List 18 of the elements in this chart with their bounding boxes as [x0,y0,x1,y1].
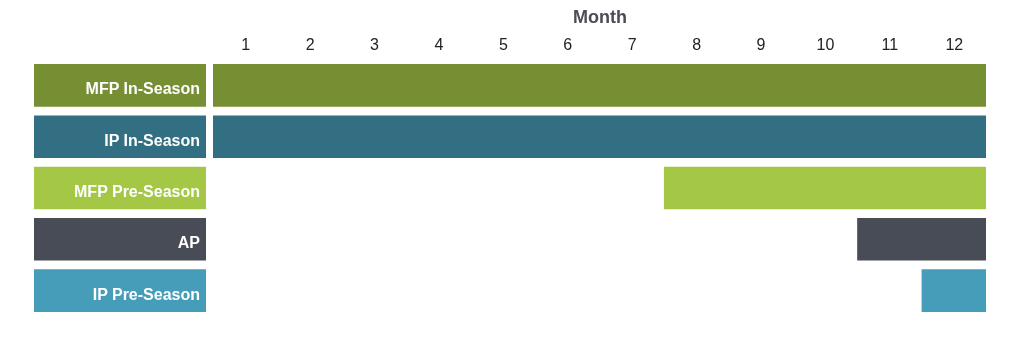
x-tick-label: 5 [498,35,508,53]
x-tick-label: 10 [816,35,835,53]
x-tick-label: 3 [370,35,380,53]
y-tick-label: MFP Pre-Season [74,183,200,200]
x-tick-label: 7 [627,35,637,53]
x-tick-label: 6 [563,35,573,53]
y-tick-label: IP Pre-Season [92,285,200,303]
y-tick-label: IP In-Season [104,131,200,149]
x-tick-label: 2 [305,35,315,53]
x-tick-label: 12 [945,35,964,53]
x-tick-label: 11 [881,35,899,53]
y-tick-label: MFP In-Season [85,80,200,98]
y-tick-label: AP [177,234,201,252]
x-tick-label: 9 [756,35,766,53]
x-tick-label: 1 [241,35,251,53]
x-tick-label: 4 [434,35,444,53]
x-tick-label: 8 [692,35,702,53]
x-axis-title: Month [573,6,627,27]
